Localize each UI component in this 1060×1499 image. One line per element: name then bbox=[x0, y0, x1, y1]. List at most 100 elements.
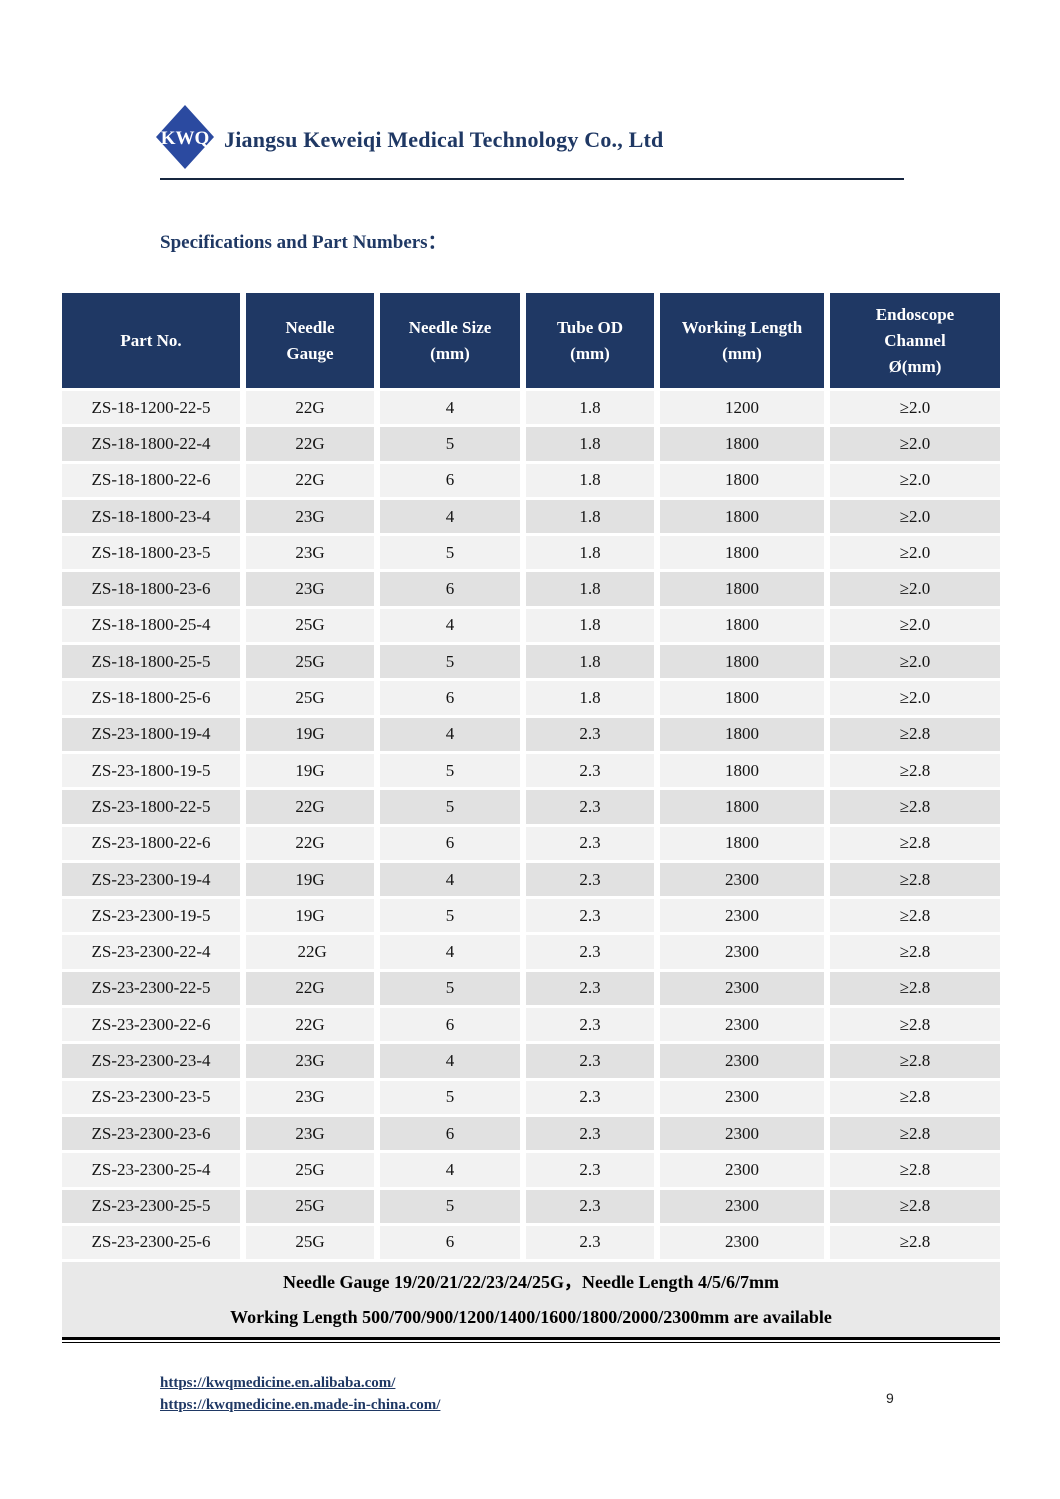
table-cell-part_no: ZS-23-2300-22-5 bbox=[62, 971, 240, 1006]
table-cell-tube_od_mm: 1.8 bbox=[526, 681, 654, 715]
table-cell-tube_od_mm: 2.3 bbox=[526, 935, 654, 969]
table-cell-tube_od_mm: 2.3 bbox=[526, 790, 654, 824]
diamond-logo-icon: KWQ bbox=[156, 101, 214, 169]
table-cell-working_length_mm: 1800 bbox=[660, 463, 824, 497]
table-cell-part_no: ZS-23-2300-22-6 bbox=[62, 1008, 240, 1042]
table-cell-needle_gauge: 22G bbox=[246, 1008, 374, 1042]
table-cell-needle_size_mm: 6 bbox=[380, 681, 520, 715]
table-cell-needle_size_mm: 6 bbox=[380, 1008, 520, 1042]
table-cell-endoscope_channel_mm: ≥2.0 bbox=[830, 391, 1000, 425]
table-cell-needle_size_mm: 4 bbox=[380, 391, 520, 425]
table-cell-needle_size_mm: 4 bbox=[380, 1153, 520, 1187]
table-cell-working_length_mm: 2300 bbox=[660, 1116, 824, 1151]
table-cell-needle_gauge: 25G bbox=[246, 608, 374, 643]
table-cell-tube_od_mm: 1.8 bbox=[526, 536, 654, 570]
table-cell-tube_od_mm: 1.8 bbox=[526, 391, 654, 425]
spec-table-wrap: Part No. Needle Gauge Needle Size (mm) Tube O… bbox=[62, 293, 1000, 1344]
table-cell-needle_gauge: 23G bbox=[246, 536, 374, 570]
footer-link-alibaba[interactable]: https://kwqmedicine.en.alibaba.com/ bbox=[160, 1375, 396, 1391]
table-cell-needle_size_mm: 5 bbox=[380, 753, 520, 788]
table-cell-needle_size_mm: 5 bbox=[380, 536, 520, 570]
table-cell-tube_od_mm: 1.8 bbox=[526, 645, 654, 679]
table-cell-tube_od_mm: 2.3 bbox=[526, 1153, 654, 1187]
table-cell-part_no: ZS-23-2300-25-6 bbox=[62, 1225, 240, 1260]
table-cell-endoscope_channel_mm: ≥2.8 bbox=[830, 826, 1000, 860]
table-cell-tube_od_mm: 2.3 bbox=[526, 1080, 654, 1114]
table-cell-tube_od_mm: 1.8 bbox=[526, 427, 654, 461]
table-cell-endoscope_channel_mm: ≥2.8 bbox=[830, 1116, 1000, 1151]
table-cell-needle_gauge: 25G bbox=[246, 645, 374, 679]
table-cell-tube_od_mm: 2.3 bbox=[526, 717, 654, 751]
table-cell-needle_size_mm: 5 bbox=[380, 1080, 520, 1114]
header-cell-4: Working Length (mm) bbox=[660, 293, 824, 388]
table-cell-tube_od_mm: 2.3 bbox=[526, 1116, 654, 1151]
table-cell-working_length_mm: 1800 bbox=[660, 536, 824, 570]
table-cell-part_no: ZS-18-1200-22-5 bbox=[62, 391, 240, 425]
table-cell-needle_size_mm: 4 bbox=[380, 862, 520, 897]
table-cell-tube_od_mm: 2.3 bbox=[526, 862, 654, 897]
company-name: Jiangsu Keweiqi Medical Technology Co., … bbox=[224, 127, 664, 152]
table-cell-needle_gauge: 22G bbox=[246, 971, 374, 1006]
table-cell-endoscope_channel_mm: ≥2.0 bbox=[830, 427, 1000, 461]
table-cell-endoscope_channel_mm: ≥2.0 bbox=[830, 645, 1000, 679]
table-cell-part_no: ZS-18-1800-23-6 bbox=[62, 572, 240, 606]
table-cell-needle_gauge: 25G bbox=[246, 1225, 374, 1260]
table-cell-endoscope_channel_mm: ≥2.8 bbox=[830, 935, 1000, 969]
table-cell-endoscope_channel_mm: ≥2.8 bbox=[830, 753, 1000, 788]
table-cell-working_length_mm: 2300 bbox=[660, 1080, 824, 1114]
table-cell-tube_od_mm: 2.3 bbox=[526, 1008, 654, 1042]
table-cell-needle_size_mm: 5 bbox=[380, 427, 520, 461]
table-cell-working_length_mm: 2300 bbox=[660, 1044, 824, 1078]
footer-link-made-in-china[interactable]: https://kwqmedicine.en.made-in-china.com… bbox=[160, 1397, 441, 1413]
table-cell-working_length_mm: 1800 bbox=[660, 608, 824, 643]
table-cell-endoscope_channel_mm: ≥2.8 bbox=[830, 790, 1000, 824]
table-cell-needle_gauge: 19G bbox=[246, 717, 374, 751]
table-cell-needle_gauge: 22G bbox=[246, 427, 374, 461]
table-cell-needle_size_mm: 4 bbox=[380, 499, 520, 534]
table-bottom-border bbox=[62, 1337, 1000, 1344]
table-cell-needle_size_mm: 5 bbox=[380, 790, 520, 824]
table-cell-part_no: ZS-18-1800-25-6 bbox=[62, 681, 240, 715]
table-cell-working_length_mm: 2300 bbox=[660, 862, 824, 897]
table-cell-working_length_mm: 1800 bbox=[660, 753, 824, 788]
header-cell-1: Needle Gauge bbox=[246, 293, 374, 388]
table-cell-needle_size_mm: 4 bbox=[380, 608, 520, 643]
footer-links: https://kwqmedicine.en.alibaba.com/ http… bbox=[160, 1372, 440, 1416]
table-cell-needle_size_mm: 4 bbox=[380, 1044, 520, 1078]
table-cell-needle_size_mm: 5 bbox=[380, 1189, 520, 1223]
table-cell-needle_gauge: 25G bbox=[246, 681, 374, 715]
table-cell-needle_gauge: 19G bbox=[246, 899, 374, 933]
table-cell-working_length_mm: 1800 bbox=[660, 717, 824, 751]
header-cell-0: Part No. bbox=[62, 293, 240, 388]
table-cell-part_no: ZS-23-1800-19-5 bbox=[62, 753, 240, 788]
table-cell-part_no: ZS-23-1800-22-5 bbox=[62, 790, 240, 824]
table-cell-needle_size_mm: 6 bbox=[380, 826, 520, 860]
table-cell-part_no: ZS-23-2300-25-5 bbox=[62, 1189, 240, 1223]
table-cell-needle_gauge: 23G bbox=[246, 1116, 374, 1151]
table-cell-needle_size_mm: 4 bbox=[380, 935, 520, 969]
table-cell-needle_gauge: 23G bbox=[246, 1044, 374, 1078]
table-cell-tube_od_mm: 2.3 bbox=[526, 1189, 654, 1223]
table-cell-tube_od_mm: 2.3 bbox=[526, 753, 654, 788]
table-cell-tube_od_mm: 2.3 bbox=[526, 1044, 654, 1078]
table-cell-endoscope_channel_mm: ≥2.8 bbox=[830, 1044, 1000, 1078]
table-cell-endoscope_channel_mm: ≥2.8 bbox=[830, 1189, 1000, 1223]
table-cell-part_no: ZS-23-2300-22-4 bbox=[62, 935, 240, 969]
table-cell-tube_od_mm: 1.8 bbox=[526, 499, 654, 534]
table-cell-needle_size_mm: 5 bbox=[380, 971, 520, 1006]
header-divider bbox=[160, 178, 904, 180]
spec-table: Part No. Needle Gauge Needle Size (mm) Tube O… bbox=[62, 293, 1000, 1260]
table-cell-endoscope_channel_mm: ≥2.8 bbox=[830, 1080, 1000, 1114]
table-cell-endoscope_channel_mm: ≥2.0 bbox=[830, 681, 1000, 715]
table-cell-needle_gauge: 25G bbox=[246, 1153, 374, 1187]
table-cell-endoscope_channel_mm: ≥2.0 bbox=[830, 608, 1000, 643]
section-title: Specifications and Part Numbers： bbox=[160, 232, 447, 253]
table-cell-part_no: ZS-23-1800-22-6 bbox=[62, 826, 240, 860]
table-cell-part_no: ZS-23-2300-23-6 bbox=[62, 1116, 240, 1151]
table-cell-endoscope_channel_mm: ≥2.8 bbox=[830, 1225, 1000, 1260]
table-cell-needle_gauge: 19G bbox=[246, 753, 374, 788]
table-cell-needle_gauge: 19G bbox=[246, 862, 374, 897]
table-cell-tube_od_mm: 2.3 bbox=[526, 899, 654, 933]
table-cell-part_no: ZS-23-2300-23-4 bbox=[62, 1044, 240, 1078]
